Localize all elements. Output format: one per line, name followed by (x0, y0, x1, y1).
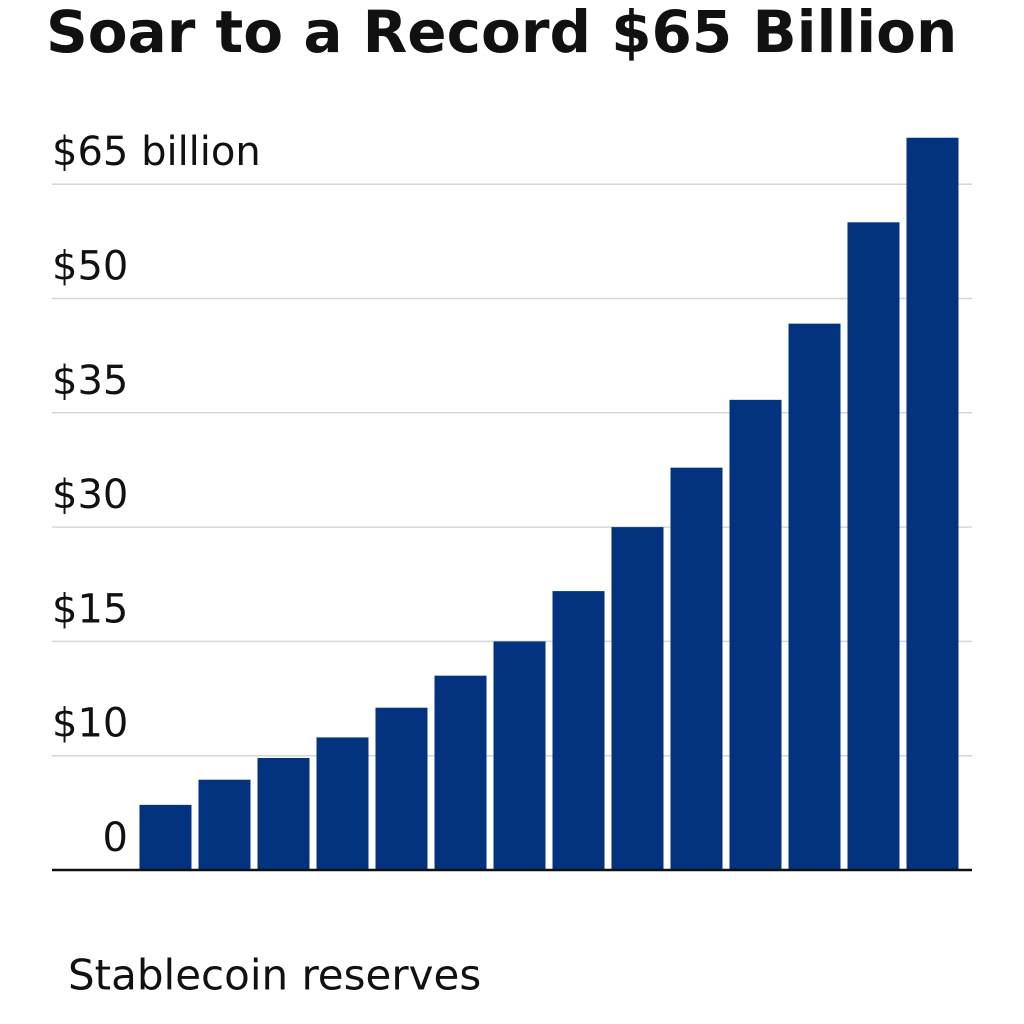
bar (139, 804, 192, 870)
bar (788, 323, 841, 870)
bar (729, 399, 782, 870)
y-tick-label: $15 (52, 586, 128, 632)
chart-title: Soar to a Record $65 Billion (46, 0, 957, 66)
y-tick-label: $30 (52, 472, 128, 518)
bar (906, 137, 959, 870)
bar (257, 757, 310, 870)
chart-caption: Stablecoin reserves (68, 951, 481, 1000)
bar (611, 527, 664, 870)
bar (316, 737, 369, 870)
bar (847, 222, 900, 871)
y-tick-label: 0 (103, 815, 128, 861)
bar (670, 467, 723, 870)
bar (552, 591, 605, 870)
bar (493, 641, 546, 870)
y-tick-label: $35 (52, 358, 128, 404)
bar (375, 707, 428, 870)
y-tick-label: $65 billion (52, 129, 261, 175)
bar (198, 779, 251, 870)
y-tick-label: $10 (52, 701, 128, 747)
bar (434, 675, 487, 870)
y-tick-label: $50 (52, 244, 128, 290)
